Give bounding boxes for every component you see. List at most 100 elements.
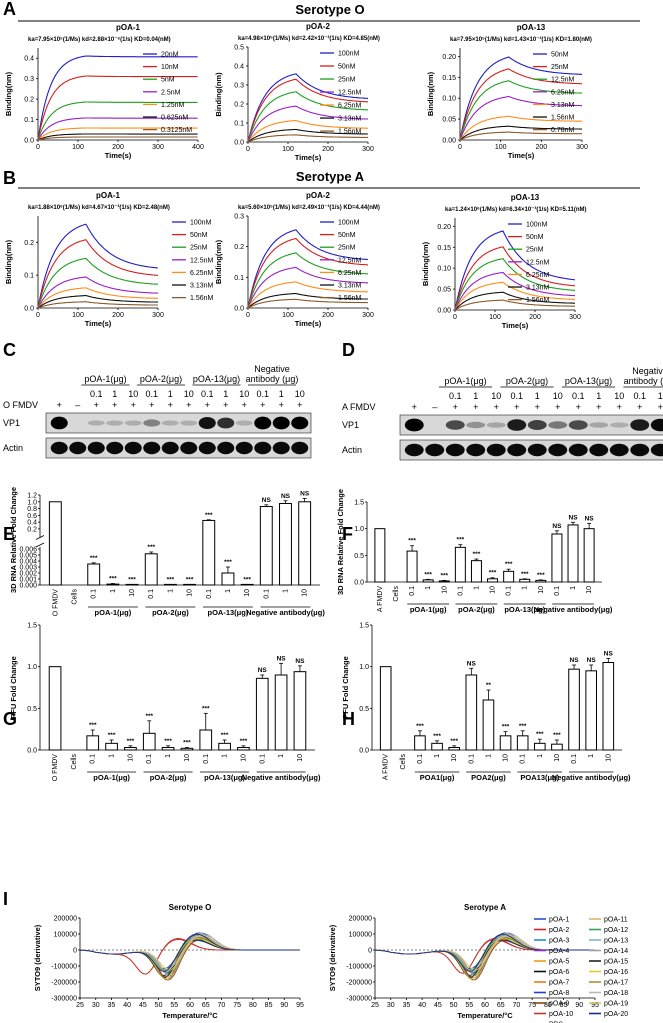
bar <box>293 671 307 751</box>
significance: NS <box>585 515 595 522</box>
bar <box>240 583 254 586</box>
legend-label: 0.625nM <box>161 115 188 122</box>
plus-sign: – <box>432 402 437 412</box>
y-tick-label: 0.3 <box>234 83 244 90</box>
y-tick-label: 0.0 <box>234 306 244 313</box>
curve-pOA-18 <box>79 935 300 970</box>
band <box>548 421 568 429</box>
plus-sign: + <box>576 402 581 412</box>
band <box>527 420 547 430</box>
plot-title: pOA-2 <box>306 22 331 31</box>
x-tick-label: 10 <box>127 754 134 762</box>
x-tick-label: 10 <box>441 586 448 594</box>
negative-label: Negative <box>254 364 290 374</box>
x-tick-label: 0.1 <box>91 589 98 599</box>
band <box>291 441 309 455</box>
legend-label: PBS <box>549 1022 563 1023</box>
x-tick-label: 40 <box>418 1002 426 1009</box>
band <box>650 443 663 457</box>
series-50nM <box>247 237 369 309</box>
legend-label: 50nM <box>526 234 544 241</box>
legend-label: 3.13nM <box>338 116 362 123</box>
band <box>180 420 198 426</box>
y-tick-label: 0.20 <box>437 224 451 231</box>
legend-label: 20nM <box>161 52 179 59</box>
y-tick-label: 0.3 <box>234 214 244 221</box>
significance: *** <box>224 559 232 566</box>
significance: *** <box>205 512 213 519</box>
y-tick-label: 0.0 <box>24 138 34 145</box>
significance: *** <box>243 576 251 583</box>
legend-label: 25nM <box>190 245 208 252</box>
band <box>650 418 663 432</box>
significance: *** <box>202 705 210 712</box>
y-tick-label: 0.1 <box>24 117 34 124</box>
dose-label: 0.1 <box>256 389 269 399</box>
legend-label: 6.25nM <box>338 270 362 277</box>
band <box>124 420 142 426</box>
legend-label: 1.56nM <box>526 297 550 304</box>
x-tick-label: 1 <box>588 754 595 758</box>
legend-label: 6.25nM <box>190 270 214 277</box>
significance: *** <box>167 576 175 583</box>
significance: *** <box>240 738 248 745</box>
bar <box>414 735 426 751</box>
x-tick-label: 0 <box>36 144 40 151</box>
y-tick-label: -200000 <box>346 980 372 987</box>
series-100nM <box>247 229 369 309</box>
dose-label: 1 <box>279 389 284 399</box>
significance: *** <box>536 731 544 738</box>
x-tick-label: 50 <box>450 1002 458 1009</box>
y-tick-label: 100000 <box>349 932 372 939</box>
bar <box>259 506 273 586</box>
bar <box>237 747 250 751</box>
x-tick-label: 30 <box>92 1002 100 1009</box>
y-tick-label: 0.0 <box>24 306 34 313</box>
axis-break <box>36 537 322 547</box>
negative-label-2: antibody (μg) <box>624 376 663 386</box>
x-tick-label: 10 <box>490 586 497 594</box>
plus-sign: + <box>260 400 265 410</box>
x-tick-label: 300 <box>362 146 374 153</box>
group-label: pOA-13(μg) <box>565 376 612 386</box>
bar <box>48 666 62 751</box>
band <box>217 417 235 429</box>
y-tick-label: 0.20 <box>442 54 456 61</box>
dose-label: 10 <box>553 391 563 401</box>
y-tick-label: 0.005 <box>19 553 37 560</box>
band <box>527 443 547 457</box>
y-tick-label: 0.5 <box>359 706 369 713</box>
bar <box>218 742 231 751</box>
panel-letter-f: F <box>342 524 353 544</box>
x-tick-label: Cells <box>71 754 78 770</box>
x-tick-label: 200 <box>112 144 124 151</box>
y-tick-label: 0.0 <box>354 580 364 587</box>
band <box>630 419 650 431</box>
band <box>254 441 272 455</box>
series-10nM <box>37 75 198 141</box>
kinetic-constants: ka=4.98×10⁵(1/Ms) kd=2.42×10⁻³(1/s) KD=4… <box>238 35 380 42</box>
blot-strip-vp1 <box>45 412 312 434</box>
y-tick-label: 0.2 <box>27 526 37 533</box>
legend-label: pOA-15 <box>604 959 628 966</box>
plus-sign: + <box>131 400 136 410</box>
series-6.25nM <box>37 287 159 309</box>
x-tick-label: 0.1 <box>206 589 213 599</box>
significance: *** <box>90 555 98 562</box>
x-tick-label: 300 <box>152 312 164 319</box>
x-tick-label: 300 <box>569 314 581 321</box>
group-label: pOA-13(μg) <box>208 608 249 617</box>
plus-sign: + <box>637 402 642 412</box>
plus-sign: + <box>242 400 247 410</box>
blot-d: pOA-1(μg) pOA-2(μg) pOA-13(μg) Negativeanti… <box>342 366 663 461</box>
x-tick-label: 300 <box>576 144 588 151</box>
legend-label: 12.5nM <box>551 77 575 84</box>
band <box>272 441 290 455</box>
group-label: pOA-1(μg) <box>444 376 486 386</box>
series-6.25nM <box>459 95 582 141</box>
x-tick-label: 1 <box>225 589 232 593</box>
y-tick-label: -200000 <box>51 980 77 987</box>
bar <box>374 528 386 583</box>
y-tick-label: 0.05 <box>442 117 456 124</box>
group-label: POA2(μg) <box>471 773 506 782</box>
